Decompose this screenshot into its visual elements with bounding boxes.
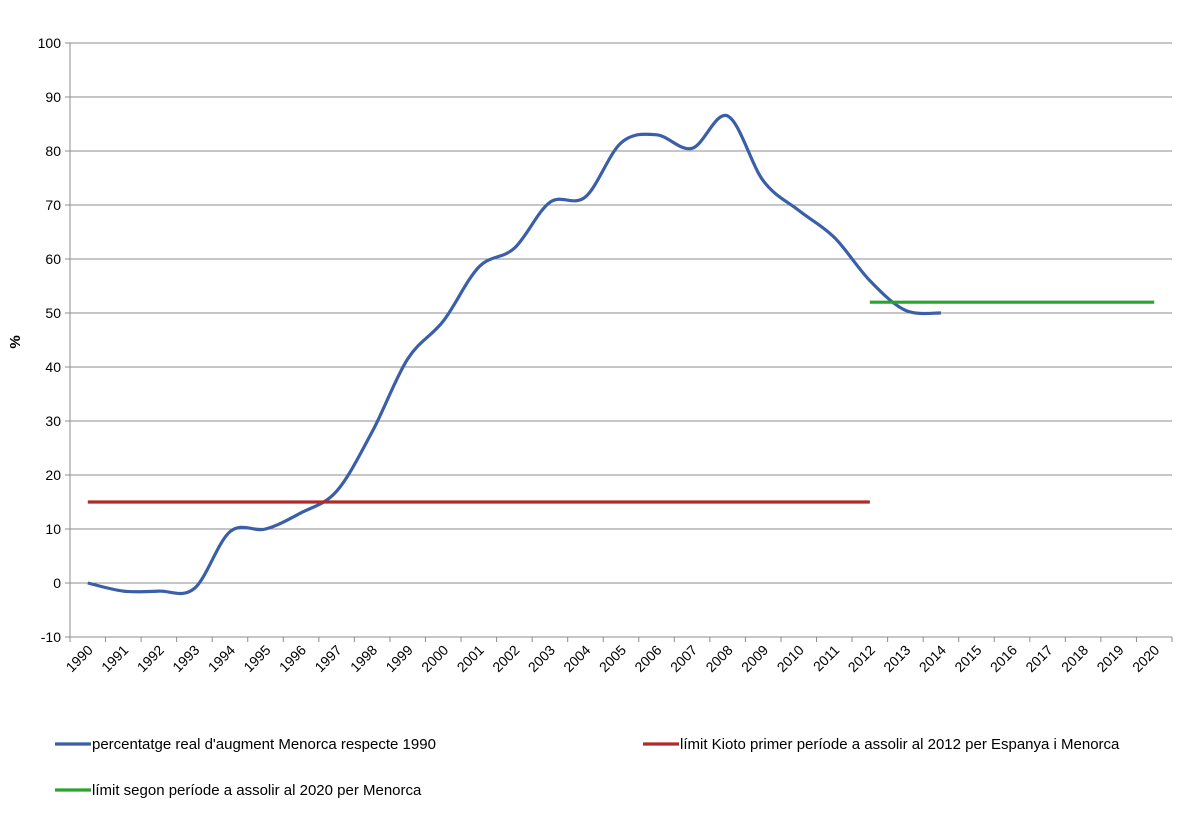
- y-tick-label: 10: [45, 521, 61, 537]
- x-tick-label: 2008: [702, 642, 735, 675]
- x-tick-label: 2014: [916, 642, 949, 675]
- y-tick-label: 50: [45, 305, 61, 321]
- x-tick-label: 1995: [240, 642, 273, 675]
- y-tick-label: 70: [45, 197, 61, 213]
- x-tick-label: 1993: [169, 642, 202, 675]
- y-tick-label: 60: [45, 251, 61, 267]
- x-tick-label: 2005: [596, 642, 629, 675]
- y-axis-label: %: [7, 335, 24, 348]
- x-tick-label: 2017: [1022, 642, 1055, 675]
- y-axis-ticks: -10 0 10 20 30 40 50 60 70 80 90 100: [38, 35, 70, 645]
- series-real-increase: [87, 114, 942, 596]
- x-tick-label: 2020: [1129, 642, 1162, 675]
- y-tick-label: 40: [45, 359, 61, 375]
- x-tick-label: 2015: [951, 642, 984, 675]
- x-tick-label: 2001: [454, 642, 487, 675]
- x-tick-label: 2006: [631, 642, 664, 675]
- legend-item: límit segon període a assolir al 2020 pe…: [55, 782, 422, 799]
- x-tick-label: 2011: [810, 642, 843, 675]
- x-tick-label: 2003: [525, 642, 558, 675]
- y-tick-label: 0: [53, 575, 61, 591]
- legend-item: percentatge real d'augment Menorca respe…: [55, 736, 436, 753]
- x-tick-label: 2007: [667, 642, 700, 675]
- x-tick-label: 2010: [774, 642, 807, 675]
- x-tick-label: 2013: [880, 642, 913, 675]
- x-tick-label: 2018: [1058, 642, 1091, 675]
- x-tick-label: 1994: [205, 642, 238, 675]
- x-tick-label: 1997: [311, 642, 344, 675]
- legend-item: límit Kioto primer període a assolir al …: [643, 736, 1120, 753]
- y-tick-label: 100: [38, 35, 62, 51]
- x-tick-label: 2009: [738, 642, 771, 675]
- x-tick-label: 2012: [845, 642, 878, 675]
- x-tick-label: 1992: [134, 642, 167, 675]
- x-tick-label: 1996: [276, 642, 309, 675]
- grid-lines: [70, 42, 1172, 638]
- x-tick-label: 1998: [347, 642, 380, 675]
- legend-label: límit Kioto primer període a assolir al …: [680, 736, 1120, 753]
- x-tick-label: 2002: [489, 642, 522, 675]
- y-tick-label: 30: [45, 413, 61, 429]
- x-axis-ticks: 1990 1991 1992 1993 1994 1995 1996 1997 1998 1999…: [63, 637, 1173, 675]
- y-tick-label: 20: [45, 467, 61, 483]
- legend-label: límit segon període a assolir al 2020 pe…: [92, 782, 422, 799]
- x-tick-label: 2016: [987, 642, 1020, 675]
- x-tick-label: 1999: [382, 642, 415, 675]
- y-tick-label: 80: [45, 143, 61, 159]
- legend: percentatge real d'augment Menorca respe…: [55, 736, 1120, 799]
- y-tick-label: -10: [41, 629, 61, 645]
- x-tick-label: 2000: [418, 642, 451, 675]
- x-tick-label: 1990: [63, 642, 96, 675]
- series-lines: [87, 114, 1155, 596]
- y-tick-label: 90: [45, 89, 61, 105]
- x-tick-label: 2019: [1093, 642, 1126, 675]
- x-tick-label: 2004: [560, 642, 593, 675]
- legend-label: percentatge real d'augment Menorca respe…: [92, 736, 436, 753]
- x-tick-label: 1991: [98, 642, 131, 675]
